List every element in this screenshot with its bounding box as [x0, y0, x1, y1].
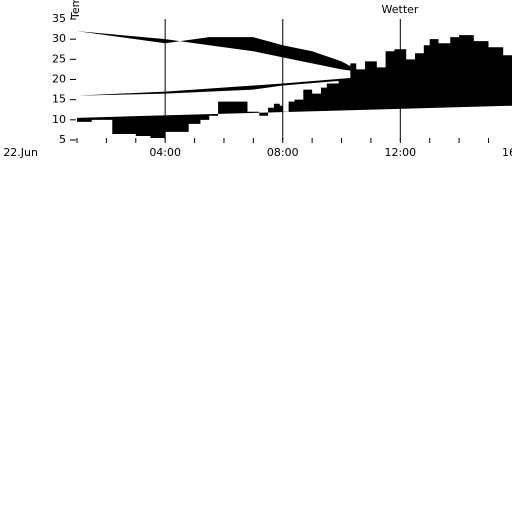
y-tick-label: 10: [52, 113, 66, 126]
chart-title: Wetter: [382, 3, 419, 16]
temperature-step-area: [77, 35, 512, 138]
temperature-band: [77, 77, 357, 96]
x-tick-label: 22.Jun: [3, 146, 38, 159]
x-tick-label: 04:00: [149, 146, 181, 159]
y-tick-label: 25: [52, 52, 66, 65]
temperature-band: [77, 31, 357, 72]
x-tick-label: 16:00: [502, 146, 512, 159]
y-tick-label: 35: [52, 12, 66, 25]
y-tick-label: 15: [52, 93, 66, 106]
y-tick-label: 30: [52, 32, 66, 45]
x-tick-label: 08:00: [267, 146, 299, 159]
y-tick-label: 20: [52, 73, 66, 86]
y-tick-label: 5: [59, 133, 66, 146]
y-axis-label: Temperatur: [69, 0, 82, 20]
x-tick-label: 12:00: [384, 146, 416, 159]
